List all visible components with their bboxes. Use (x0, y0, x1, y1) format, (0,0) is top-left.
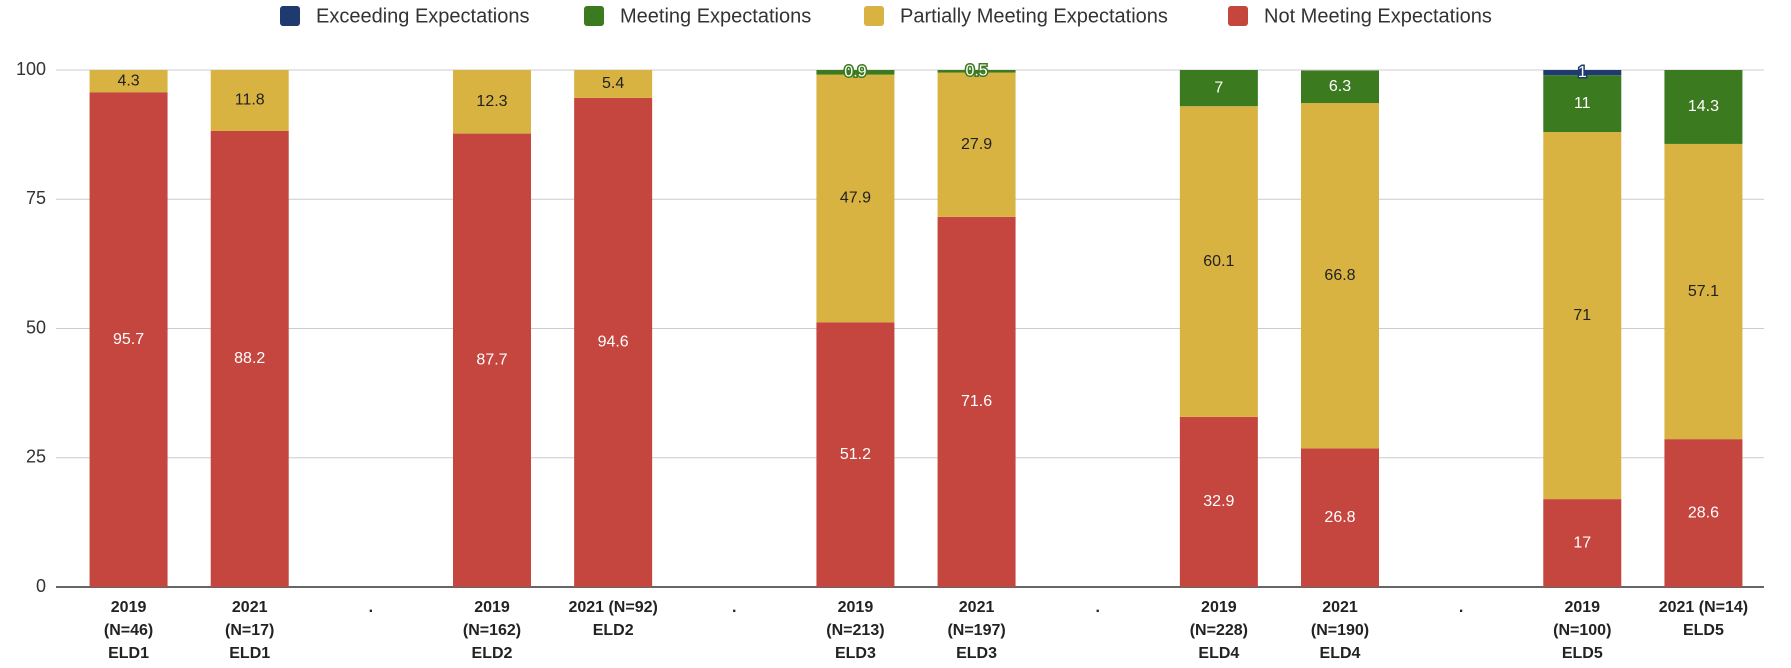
y-tick-label: 75 (26, 188, 46, 208)
legend-swatch (584, 6, 604, 26)
data-label: 95.7 (113, 331, 144, 348)
data-label: 11.8 (235, 92, 265, 109)
y-tick-label: 50 (26, 317, 46, 337)
bar-segment (1664, 70, 1743, 144)
x-tick-label: . (732, 599, 737, 616)
data-label: 0.5 (965, 63, 987, 80)
data-label: 17 (1573, 534, 1591, 551)
data-label: 87.7 (476, 352, 507, 369)
y-tick-label: 0 (36, 576, 46, 596)
x-tick-label: 2019 (N=162) ELD2 (462, 599, 522, 662)
bar-segment (1179, 70, 1258, 107)
x-tick-label: 2019 (N=46) ELD1 (103, 599, 154, 662)
data-label: 1 (1578, 64, 1587, 81)
data-label: 94.6 (598, 334, 629, 351)
data-label: 0.9 (844, 64, 866, 81)
legend-label: Meeting Expectations (620, 5, 811, 27)
bar-segment (816, 70, 895, 75)
data-label: 32.9 (1203, 493, 1234, 510)
x-tick-label: . (1095, 599, 1100, 616)
bar-segment (574, 97, 653, 587)
bar-segment (89, 70, 168, 93)
data-label: 57.1 (1688, 283, 1719, 300)
data-label: 7 (1214, 79, 1223, 96)
data-label: 71 (1573, 307, 1591, 324)
data-label: 47.9 (840, 190, 871, 207)
data-label: 26.8 (1324, 509, 1355, 526)
legend-label: Not Meeting Expectations (1264, 5, 1492, 27)
bar-segment (1543, 499, 1622, 587)
data-label: 6.3 (1329, 78, 1351, 95)
legend-swatch (1228, 6, 1248, 26)
legend-swatch (280, 6, 300, 26)
data-label: 28.6 (1688, 504, 1719, 521)
x-tick-label: 2021 (N=92) ELD2 (568, 599, 658, 639)
bar-segment (937, 72, 1016, 217)
x-tick-label: 2021 (N=197) ELD3 (947, 599, 1006, 662)
data-label: 71.6 (961, 393, 992, 410)
bar-segment (1664, 439, 1743, 587)
data-label: 66.8 (1324, 267, 1355, 284)
bar-segment (1543, 132, 1622, 500)
x-tick-label: . (1458, 599, 1464, 616)
x-tick-label: 2019 (N=100) ELD5 (1553, 599, 1612, 662)
bar-segment (453, 70, 531, 134)
bar-segment (1179, 106, 1258, 417)
data-label: 4.3 (117, 72, 139, 89)
bar-segment (816, 74, 895, 323)
bar-segment (210, 70, 289, 132)
data-label: 12.3 (476, 93, 507, 110)
bar-segment (1301, 103, 1379, 449)
bar-segment (1664, 143, 1743, 440)
y-tick-label: 25 (26, 447, 46, 467)
bar-segment (1301, 70, 1379, 104)
x-tick-label: 2019 (N=228) ELD4 (1189, 599, 1248, 662)
data-label: 60.1 (1203, 253, 1234, 270)
bar-segment (937, 70, 1016, 73)
x-tick-label: 2021 (N=17) ELD1 (225, 599, 275, 662)
bar-segment (937, 216, 1016, 587)
legend-label: Partially Meeting Expectations (900, 5, 1168, 27)
bar-segment (1301, 448, 1379, 587)
bar-segment (89, 92, 168, 587)
bar-segment (210, 131, 289, 588)
bar-segment (816, 322, 895, 587)
data-label: 51.2 (840, 446, 871, 463)
bar-segment (574, 70, 653, 98)
legend-label: Exceeding Expectations (316, 5, 529, 27)
x-tick-label: 2021 (N=190) ELD4 (1310, 599, 1370, 662)
x-tick-label: 2021 (N=14) ELD5 (1658, 599, 1749, 639)
x-tick-label: . (368, 599, 374, 616)
bar-segment (1179, 416, 1258, 587)
bar-segment (1543, 75, 1622, 133)
data-label: 14.3 (1688, 98, 1719, 115)
data-label: 27.9 (961, 136, 992, 153)
data-label: 11 (1574, 95, 1591, 112)
bar-segment (1543, 70, 1622, 76)
x-tick-label: 2019 (N=213) ELD3 (826, 599, 885, 662)
legend-swatch (864, 6, 884, 26)
bar-segment (453, 133, 531, 587)
data-label: 5.4 (602, 75, 624, 92)
data-label: 88.2 (234, 350, 265, 367)
y-tick-label: 100 (16, 59, 46, 79)
